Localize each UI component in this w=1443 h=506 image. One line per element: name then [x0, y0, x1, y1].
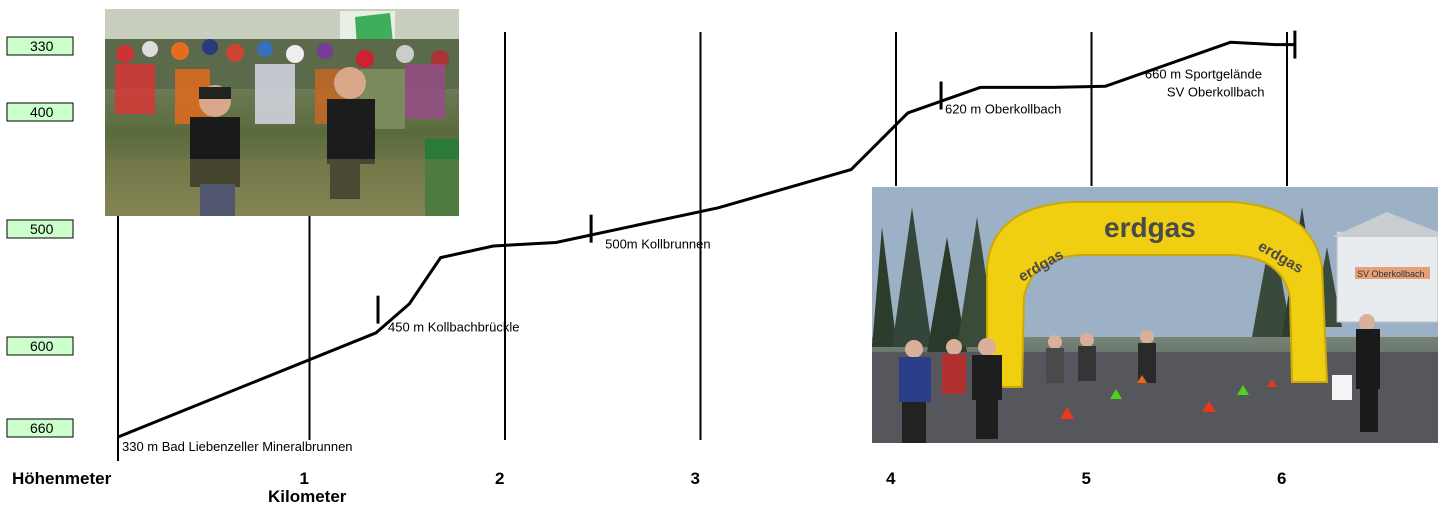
y-tick-500: 500 [6, 219, 74, 239]
x-tick-1: 1 [300, 469, 309, 488]
x-tick-6: 6 [1277, 469, 1286, 488]
y-tick-label: 600 [30, 338, 54, 354]
waypoint-label-0: 330 m Bad Liebenzeller Mineralbrunnen [122, 439, 353, 454]
y-tick-label: 500 [30, 221, 54, 237]
km-vertical-lines [117, 32, 1288, 461]
x-axis-title: Kilometer [268, 487, 347, 506]
y-tick-label: 400 [30, 104, 54, 120]
y-tick-330: 330 [6, 36, 74, 56]
x-axis-ticks: 1 2 3 4 5 6 [300, 469, 1287, 488]
y-tick-box [6, 418, 74, 438]
clubhouse-sign: SV Oberkollbach [1357, 269, 1425, 279]
waypoint-markers [376, 30, 1297, 324]
runners-start-photo [105, 9, 459, 216]
x-tick-2: 2 [495, 469, 504, 488]
erdgas-finish-arch-photo: SV Oberkollbach erdgas erdgas erdgas [872, 187, 1438, 443]
y-tick-400: 400 [6, 102, 74, 122]
y-tick-box [6, 36, 74, 56]
waypoint-annotations: 330 m Bad Liebenzeller Mineralbrunnen 450… [122, 67, 1264, 454]
waypoint-label-3: 620 m Oberkollbach [945, 102, 1061, 117]
waypoint-label-1: 450 m Kollbachbrückle [388, 320, 520, 335]
waypoint-label-2: 500m Kollbrunnen [605, 237, 711, 252]
waypoint-label-4: 660 m Sportgelände [1145, 67, 1262, 82]
y-tick-box [6, 102, 74, 122]
y-tick-box [6, 219, 74, 239]
x-tick-4: 4 [886, 469, 896, 488]
y-tick-label: 330 [30, 38, 54, 54]
arch-brand-text: erdgas [1104, 212, 1196, 243]
x-tick-5: 5 [1082, 469, 1091, 488]
y-tick-660: 660 [6, 418, 74, 438]
y-axis-ticks: 330 400 500 600 660 [6, 36, 74, 438]
y-axis-title: Höhenmeter [12, 469, 112, 488]
x-tick-3: 3 [691, 469, 700, 488]
y-tick-600: 600 [6, 336, 74, 356]
waypoint-label-4-line2: SV Oberkollbach [1167, 85, 1265, 100]
y-tick-box [6, 336, 74, 356]
elevation-line [117, 40, 1295, 439]
y-tick-label: 660 [30, 420, 54, 436]
